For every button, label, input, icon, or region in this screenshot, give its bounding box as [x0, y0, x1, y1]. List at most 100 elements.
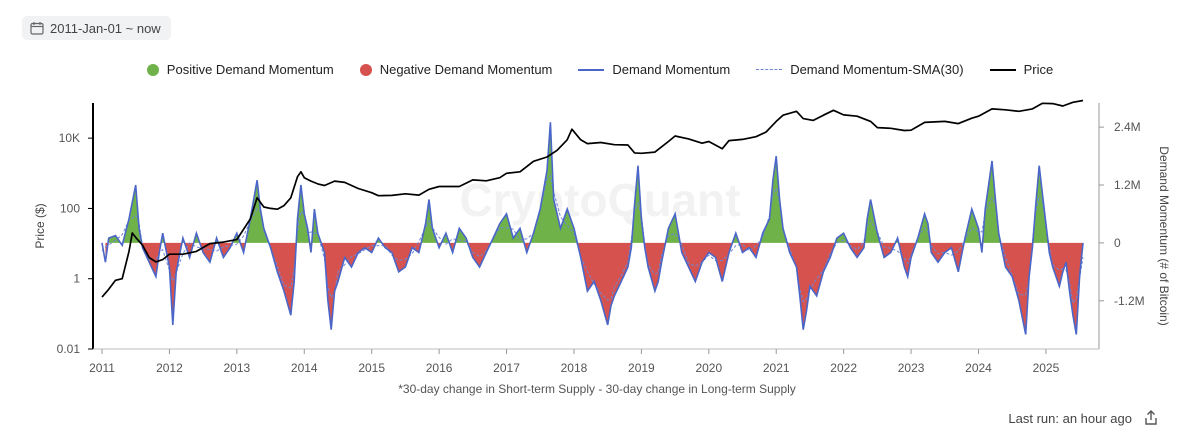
negative-momentum-area — [164, 242, 182, 325]
axes-group: 2011 2012 2013 2014 2015 2016 2017 2018 2019 2020… — [33, 103, 1171, 375]
negative-momentum-area — [787, 242, 836, 330]
x-tick-label: 2020 — [695, 361, 722, 375]
x-tick-label: 2016 — [426, 361, 453, 375]
negative-momentum-area — [437, 242, 442, 248]
positive-momentum-area — [232, 233, 241, 243]
legend-momentum-swatch — [578, 68, 605, 71]
positive-momentum-area — [665, 213, 681, 243]
negative-momentum-area — [930, 242, 964, 272]
positive-momentum-area — [161, 233, 165, 243]
legend-label: Negative Demand Momentum — [379, 62, 553, 77]
legend-negative-swatch — [359, 63, 372, 76]
positive-momentum-area — [530, 122, 578, 243]
negative-momentum-area — [848, 242, 865, 258]
negative-momentum-area — [105, 242, 109, 263]
legend-positive-demand-momentum[interactable]: Positive Demand Momentum — [146, 62, 334, 77]
x-tick-label: 2024 — [965, 361, 992, 375]
negative-momentum-area — [381, 242, 422, 272]
legend-demand-momentum[interactable]: Demand Momentum — [578, 62, 730, 77]
x-tick-label: 2019 — [628, 361, 655, 375]
positive-momentum-area — [631, 165, 645, 243]
y-right-tick-label: 1.2M — [1114, 178, 1141, 192]
positive-momentum-area — [1032, 165, 1049, 243]
x-tick-label: 2013 — [223, 361, 250, 375]
series-lines-group — [101, 99, 1084, 335]
legend-label: Price — [1023, 62, 1054, 77]
positive-momentum-area — [441, 233, 450, 243]
negative-momentum-area — [644, 242, 666, 292]
y-right-tick-label: 0 — [1114, 236, 1121, 250]
positive-momentum-area-group — [108, 122, 1049, 243]
positive-momentum-area — [245, 180, 269, 243]
negative-momentum-area-group — [105, 242, 1083, 335]
negative-momentum-area — [880, 242, 896, 258]
y-right-tick-label: -1.2M — [1114, 294, 1145, 308]
x-tick-label: 2012 — [156, 361, 183, 375]
negative-momentum-area — [524, 242, 531, 253]
negative-momentum-area — [739, 242, 760, 258]
negative-momentum-area — [1000, 242, 1033, 335]
positive-momentum-area — [964, 209, 981, 243]
positive-momentum-area — [311, 209, 322, 243]
x-tick-label: 2022 — [830, 361, 857, 375]
positive-momentum-area — [490, 213, 525, 243]
negative-momentum-area — [141, 242, 161, 277]
negative-momentum-area — [240, 242, 246, 253]
negative-momentum-area — [1048, 242, 1083, 335]
negative-momentum-area — [199, 242, 216, 263]
negative-momentum-area — [321, 242, 377, 330]
positive-momentum-area — [732, 233, 740, 243]
positive-momentum-area — [108, 235, 121, 243]
chart-legend: Positive Demand Momentum Negative Demand… — [0, 62, 1200, 77]
y-right-axis-title: Demand Momentum (# of Bitcoin) — [1157, 146, 1171, 325]
positive-momentum-area — [895, 238, 899, 243]
positive-momentum-area — [982, 160, 1001, 243]
positive-momentum-area — [760, 156, 787, 243]
series-line-demand-momentum-sma — [101, 175, 1084, 305]
legend-price-swatch — [989, 68, 1016, 71]
y-right-tick-label: 2.4M — [1114, 120, 1141, 134]
date-range-label: 2011-Jan-01 ~ now — [50, 20, 161, 36]
y-left-axis-title: Price ($) — [33, 203, 47, 248]
date-range-picker[interactable]: 2011-Jan-01 ~ now — [22, 16, 171, 40]
legend-sma-swatch — [756, 69, 783, 70]
x-tick-label: 2017 — [493, 361, 520, 375]
positive-momentum-area — [215, 238, 219, 243]
positive-momentum-area — [835, 233, 849, 243]
y-left-tick-label: 100 — [60, 201, 80, 215]
legend-demand-momentum-sma[interactable]: Demand Momentum-SMA(30) — [756, 62, 964, 77]
subtitle: *30-day change in Short-term Supply - 30… — [398, 382, 796, 396]
last-run-label: Last run: an hour ago — [1008, 410, 1132, 426]
share-icon[interactable] — [1142, 409, 1160, 427]
y-left-tick-label: 0.01 — [57, 342, 81, 356]
positive-momentum-area — [181, 238, 185, 243]
legend-label: Demand Momentum-SMA(30) — [790, 62, 964, 77]
positive-momentum-area — [455, 228, 468, 243]
y-left-tick-label: 1 — [73, 272, 80, 286]
legend-label: Positive Demand Momentum — [166, 62, 334, 77]
positive-momentum-area — [864, 199, 881, 243]
x-tick-label: 2015 — [358, 361, 385, 375]
positive-momentum-area — [193, 233, 200, 243]
negative-momentum-area — [467, 242, 491, 267]
legend-label: Demand Momentum — [612, 62, 731, 77]
negative-momentum-area — [980, 242, 983, 253]
x-tick-label: 2011 — [89, 361, 115, 375]
negative-momentum-area — [680, 242, 733, 282]
legend-price[interactable]: Price — [989, 62, 1054, 77]
series-line-demand-momentum — [101, 122, 1084, 335]
legend-negative-demand-momentum[interactable]: Negative Demand Momentum — [359, 62, 553, 77]
negative-momentum-area — [577, 242, 632, 325]
negative-momentum-area — [268, 242, 297, 316]
positive-momentum-area — [376, 238, 382, 243]
positive-momentum-area — [122, 185, 142, 243]
series-line-price — [101, 99, 1084, 298]
x-tick-label: 2018 — [561, 361, 588, 375]
negative-momentum-area — [898, 242, 917, 277]
x-tick-label: 2023 — [898, 361, 925, 375]
footer: Last run: an hour ago — [1008, 409, 1160, 427]
negative-momentum-area — [309, 242, 312, 253]
negative-momentum-area — [120, 242, 123, 246]
x-tick-label: 2025 — [1033, 361, 1060, 375]
positive-momentum-area — [916, 213, 931, 243]
